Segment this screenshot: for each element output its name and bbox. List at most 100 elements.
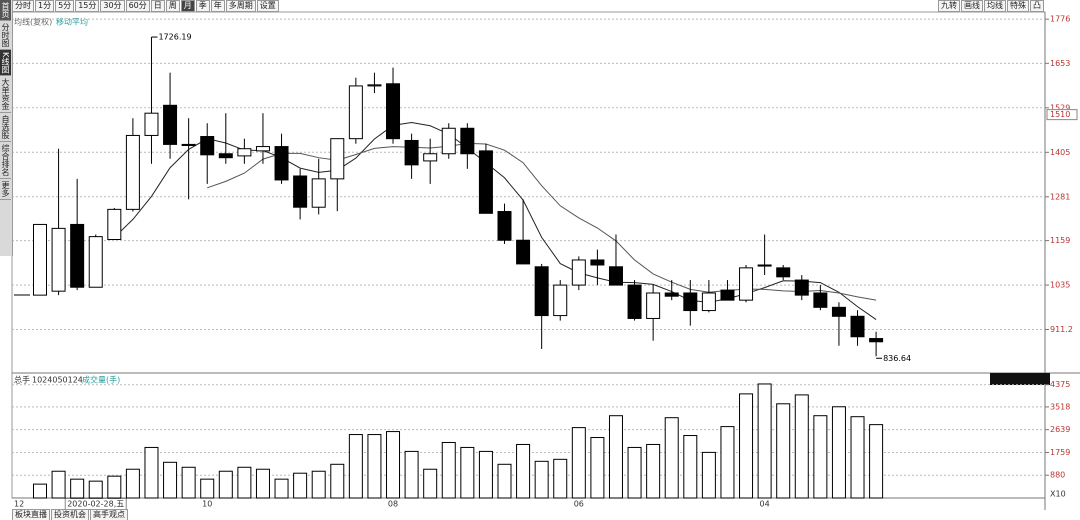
volume-bar <box>88 480 103 499</box>
volume-bar <box>776 403 791 499</box>
y-tick-label: 1759 <box>1050 448 1070 457</box>
candle-body <box>776 267 791 278</box>
volume-bar <box>627 446 642 499</box>
y-tick-label: 911.2 <box>1050 325 1073 334</box>
volume-bar <box>330 463 345 499</box>
volume-bar <box>386 431 401 499</box>
sidebar-tab[interactable]: K线图 <box>0 50 11 77</box>
volume-bar <box>683 435 698 499</box>
toolbar-button[interactable]: 特殊 <box>1007 0 1029 12</box>
candle-body <box>534 266 549 317</box>
candle-body <box>200 136 215 156</box>
toolbar-button[interactable]: 多周期 <box>225 0 256 12</box>
candle-body <box>51 227 66 292</box>
bottom-tab[interactable]: 板块直播 <box>12 509 50 520</box>
candle-body <box>794 279 809 296</box>
toolbar-button[interactable]: 60分 <box>125 0 150 12</box>
candle-body <box>831 306 846 317</box>
candle-body <box>441 127 456 155</box>
candle-body <box>107 208 122 241</box>
volume-bar <box>869 424 884 499</box>
unit-label: X10 <box>1050 490 1066 499</box>
candle-body <box>553 284 568 317</box>
volume-bar <box>404 450 419 499</box>
legend-text: 移动平均 <box>56 17 88 27</box>
candle-body <box>218 153 233 159</box>
toolbar-button[interactable]: 年 <box>210 0 225 12</box>
sidebar-tab[interactable]: 自选股 <box>0 113 11 143</box>
candle-body <box>813 292 828 308</box>
sidebar-top[interactable]: 首页 <box>0 0 11 21</box>
volume-bar <box>367 434 382 499</box>
toolbar-button[interactable]: 30分 <box>100 0 125 12</box>
toolbar-button[interactable]: 九转 <box>938 0 960 12</box>
toolbar-button[interactable]: 均线 <box>984 0 1006 12</box>
volume-bar <box>850 416 865 499</box>
toolbar-button[interactable]: 日 <box>150 0 165 12</box>
candle-body <box>274 146 289 181</box>
toolbar-button[interactable]: 画线 <box>961 0 983 12</box>
volume-bar <box>293 472 308 499</box>
volume-bar <box>311 470 326 499</box>
high-annotation: 1726.19 <box>158 33 191 42</box>
volume-bar <box>125 468 140 499</box>
x-tick-label: 04 <box>760 500 770 509</box>
volume-bar <box>423 468 438 499</box>
toolbar-button[interactable]: 15分 <box>75 0 100 12</box>
sidebar: 首页 分时图 K线图 大单资金 自选股 综合排名 更多 <box>0 0 13 256</box>
x-start-label: 12 <box>14 500 24 509</box>
y-tick-label: 2639 <box>1050 425 1070 434</box>
volume-header: 成交量(手) <box>82 375 120 385</box>
volume-bar <box>534 460 549 499</box>
volume-bar <box>701 451 716 499</box>
sidebar-tab[interactable]: 综合排名 <box>0 142 11 180</box>
toolbar-right: 九转 画线 均线 特殊凸 <box>938 0 1044 12</box>
toolbar-button[interactable]: 月 <box>180 0 195 12</box>
toolbar-button[interactable]: 分时 <box>12 0 34 12</box>
candle-body <box>497 211 512 241</box>
y-tick-label: 1159 <box>1050 236 1070 245</box>
volume-bar <box>200 478 215 499</box>
candle-body <box>701 292 716 312</box>
bottom-tab[interactable]: 投资机会 <box>51 509 89 520</box>
low-annotation: 836.64 <box>883 354 911 363</box>
candle-body <box>869 338 884 343</box>
y-tick-label: 1035 <box>1050 281 1070 290</box>
y-tick-label: 1653 <box>1050 59 1070 68</box>
x-tick-label: 10 <box>202 500 212 509</box>
volume-bar <box>720 426 735 499</box>
volume-bar <box>441 441 456 499</box>
candle-body <box>404 139 419 166</box>
toolbar-button[interactable]: 设置 <box>256 0 279 12</box>
toolbar-button[interactable]: 季 <box>195 0 210 12</box>
sidebar-tab[interactable]: 更多 <box>0 179 11 201</box>
candle-body <box>163 104 178 145</box>
sidebar-tab[interactable]: 分时图 <box>0 21 11 50</box>
x-tick-label: 08 <box>388 500 398 509</box>
cursor-price-box <box>1046 109 1078 121</box>
candle-body <box>608 266 623 286</box>
candle-body <box>181 143 196 146</box>
volume-bar <box>51 470 66 499</box>
cursor-price-label: 1510 <box>1050 110 1070 119</box>
toolbar-button[interactable]: 5分 <box>55 0 75 12</box>
x-tick-label: 2020-02-28,五 <box>67 500 124 509</box>
candle-body <box>33 223 47 296</box>
candle-body <box>88 236 103 288</box>
volume-bar <box>181 466 196 499</box>
volume-bar <box>218 470 233 499</box>
indicator-box[interactable] <box>990 373 1050 385</box>
volume-bar <box>664 417 679 499</box>
toolbar-button[interactable]: 周 <box>165 0 180 12</box>
volume-bar <box>255 468 270 499</box>
candle-body <box>571 259 586 286</box>
bottom-tab[interactable]: 高手观点 <box>90 509 128 520</box>
candle-body <box>348 85 363 140</box>
toolbar-button[interactable]: 凸 <box>1030 0 1044 12</box>
volume-bar <box>144 446 159 499</box>
toolbar-button[interactable]: 1分 <box>35 0 55 12</box>
candle-body <box>311 178 326 208</box>
volume-bar <box>478 450 493 499</box>
sidebar-tab[interactable]: 大单资金 <box>0 76 11 114</box>
candle-body <box>850 315 865 338</box>
